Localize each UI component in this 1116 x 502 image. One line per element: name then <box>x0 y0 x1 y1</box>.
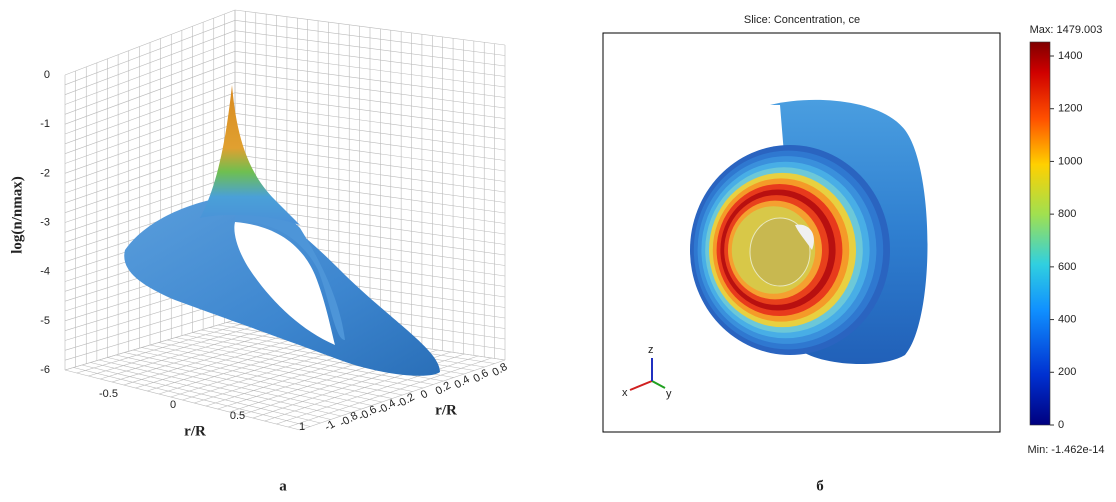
y-tick-label: 0.6 <box>471 367 490 385</box>
triad-label: x <box>622 387 628 399</box>
surface-peak <box>200 85 300 225</box>
colorbar-tick-label: 600 <box>1058 261 1076 273</box>
slice-title: Slice: Concentration, ce <box>744 14 860 26</box>
x-tick-label: 0 <box>170 399 176 411</box>
colorbar-tick-label: 1200 <box>1058 103 1082 115</box>
caption: а <box>279 478 287 494</box>
cylinder-face <box>690 145 890 355</box>
colorbar-tick-label: 400 <box>1058 313 1076 325</box>
y-tick-label: 0 <box>419 388 430 401</box>
triad-label: y <box>666 388 672 400</box>
z-axis-label: log(n/nmax) <box>9 176 25 254</box>
colorbar-tick-label: 0 <box>1058 419 1064 431</box>
colorbar <box>1030 42 1050 425</box>
y-tick-label: 0.4 <box>453 373 472 391</box>
y-tick-label: -1 <box>323 418 337 433</box>
x-tick-label: 1 <box>299 421 305 433</box>
z-tick-label: -6 <box>40 364 50 376</box>
y-tick-label: 0.2 <box>434 380 453 398</box>
caption: б <box>816 478 824 494</box>
z-tick-label: -5 <box>40 315 50 327</box>
y-axis-label: r/R <box>435 402 457 418</box>
triad-label: z <box>648 344 654 356</box>
z-tick-label: -4 <box>40 266 50 278</box>
z-tick-label: -2 <box>40 167 50 179</box>
grid-line <box>65 370 300 430</box>
max-label: Max: 1479.003 <box>1030 24 1103 36</box>
z-tick-label: -1 <box>40 118 50 130</box>
z-tick-label: -3 <box>40 217 50 229</box>
figure: log(n/nmax) r/R r/R а Slice: Concentrati… <box>0 0 1116 497</box>
y-tick-label: 0.8 <box>490 361 509 379</box>
x-tick-label: 0.5 <box>230 410 245 422</box>
colorbar-tick-label: 200 <box>1058 366 1076 378</box>
colorbar-tick-label: 1400 <box>1058 50 1082 62</box>
colorbar-tick-label: 800 <box>1058 208 1076 220</box>
z-tick-label: 0 <box>44 69 50 81</box>
colorbar-tick-label: 1000 <box>1058 155 1082 167</box>
x-axis-label: r/R <box>184 423 206 439</box>
grid-line <box>125 353 372 406</box>
x-tick-label: -0.5 <box>99 388 118 400</box>
min-label: Min: -1.462e-14 <box>1027 444 1104 456</box>
